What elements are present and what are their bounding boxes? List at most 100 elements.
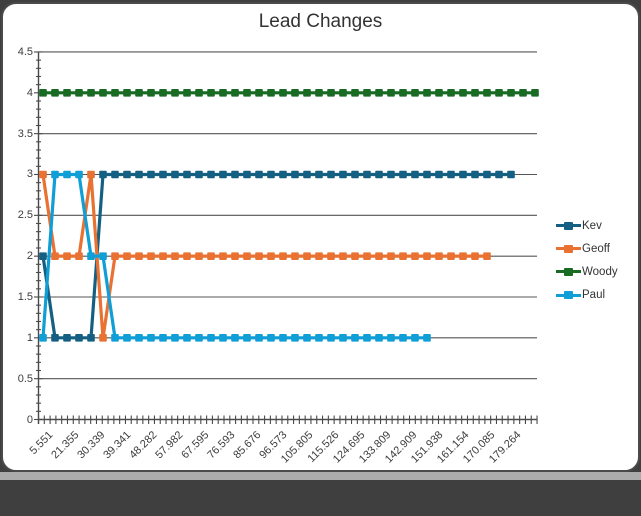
y-tick-label: 1	[26, 331, 33, 344]
data-point-marker	[135, 89, 143, 97]
y-tick-label: 2	[26, 250, 33, 263]
data-point-marker	[39, 170, 47, 179]
data-point-marker	[219, 252, 227, 260]
data-point-marker	[111, 89, 119, 97]
data-point-marker	[435, 170, 443, 179]
data-point-marker	[303, 252, 311, 260]
data-point-marker	[363, 252, 371, 260]
data-point-marker	[507, 89, 515, 97]
data-point-marker	[231, 334, 239, 342]
legend-label: Woody	[582, 265, 618, 278]
series-woody	[39, 89, 539, 97]
data-point-marker	[411, 334, 419, 342]
data-point-marker	[351, 252, 359, 260]
data-point-marker	[339, 170, 347, 179]
data-point-marker	[51, 334, 59, 342]
data-point-marker	[231, 252, 239, 260]
data-point-marker	[387, 334, 395, 342]
data-point-marker	[123, 89, 131, 97]
data-point-marker	[207, 334, 215, 342]
data-point-marker	[183, 170, 191, 179]
legend-label: Kev	[582, 219, 602, 232]
data-point-marker	[339, 252, 347, 260]
data-point-marker	[507, 170, 515, 179]
data-point-marker	[267, 252, 275, 260]
data-point-marker	[399, 252, 407, 260]
data-point-marker	[159, 170, 167, 179]
data-point-marker	[231, 170, 239, 179]
data-point-marker	[363, 89, 371, 97]
y-tick-label: 0.5	[17, 372, 33, 385]
data-point-marker	[159, 89, 167, 97]
data-point-marker	[99, 89, 107, 97]
data-point-marker	[423, 89, 431, 97]
data-point-marker	[411, 170, 419, 179]
data-point-marker	[195, 89, 203, 97]
data-point-marker	[195, 170, 203, 179]
data-point-marker	[327, 89, 335, 97]
data-point-marker	[171, 334, 179, 342]
data-point-marker	[195, 252, 203, 260]
data-point-marker	[387, 170, 395, 179]
legend-entry-woody: Woody	[556, 265, 618, 279]
y-tick-label: 3.5	[17, 127, 33, 140]
data-point-marker	[339, 334, 347, 342]
data-point-marker	[351, 89, 359, 97]
data-point-marker	[243, 89, 251, 97]
data-point-marker	[375, 89, 383, 97]
data-point-marker	[183, 252, 191, 260]
data-point-marker	[111, 252, 119, 260]
data-point-marker	[447, 170, 455, 179]
series-paul	[39, 170, 431, 342]
legend-label: Geoff	[582, 242, 610, 255]
data-point-marker	[447, 252, 455, 260]
data-point-marker	[39, 252, 47, 260]
data-point-marker	[39, 334, 47, 342]
data-point-marker	[267, 334, 275, 342]
data-point-marker	[51, 170, 59, 179]
data-point-marker	[435, 252, 443, 260]
data-point-marker	[243, 252, 251, 260]
data-point-marker	[423, 252, 431, 260]
data-point-marker	[495, 89, 503, 97]
data-point-marker	[87, 170, 95, 179]
legend-marker-icon	[564, 244, 573, 253]
series-geoff	[39, 170, 491, 342]
legend-entry-paul: Paul	[556, 288, 605, 302]
data-point-marker	[75, 89, 83, 97]
data-point-marker	[147, 252, 155, 260]
y-tick-label: 0	[26, 413, 33, 426]
data-point-marker	[423, 334, 431, 342]
data-point-marker	[87, 252, 95, 260]
data-point-marker	[63, 334, 71, 342]
data-point-marker	[111, 334, 119, 342]
data-point-marker	[375, 252, 383, 260]
data-point-marker	[63, 252, 71, 260]
data-point-marker	[135, 334, 143, 342]
data-point-marker	[447, 89, 455, 97]
y-tick-label: 1.5	[17, 290, 33, 303]
data-point-marker	[63, 89, 71, 97]
data-point-marker	[255, 89, 263, 97]
data-point-marker	[255, 334, 263, 342]
data-point-marker	[519, 89, 527, 97]
legend-entry-kev: Kev	[556, 219, 602, 233]
data-point-marker	[135, 252, 143, 260]
data-point-marker	[279, 89, 287, 97]
data-point-marker	[375, 334, 383, 342]
data-point-marker	[291, 89, 299, 97]
data-point-marker	[363, 334, 371, 342]
data-point-marker	[399, 170, 407, 179]
chart-title: Lead Changes	[258, 11, 383, 32]
data-point-marker	[399, 89, 407, 97]
data-point-marker	[195, 334, 203, 342]
data-point-marker	[291, 252, 299, 260]
data-point-marker	[51, 89, 59, 97]
legend-marker-icon	[564, 267, 573, 276]
plot-area	[34, 51, 539, 424]
data-point-marker	[51, 252, 59, 260]
data-point-marker	[75, 170, 83, 179]
data-point-marker	[159, 252, 167, 260]
data-point-marker	[315, 252, 323, 260]
data-point-marker	[219, 334, 227, 342]
